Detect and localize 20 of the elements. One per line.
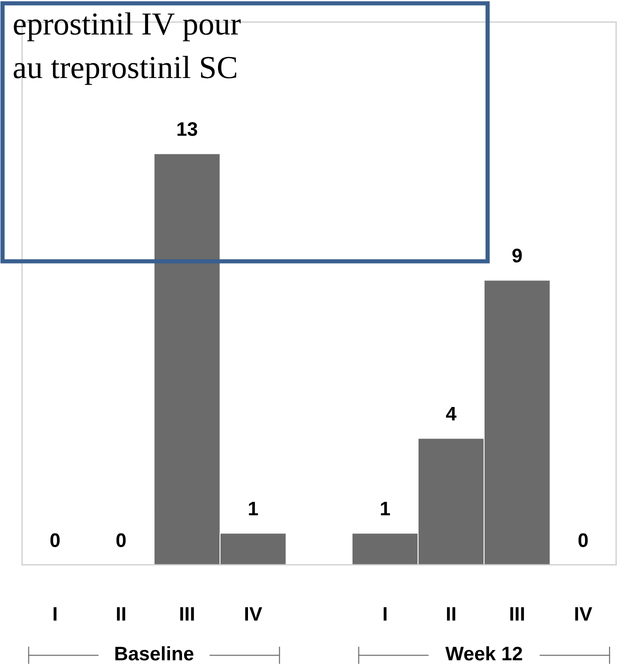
data-label: 1 bbox=[380, 502, 390, 516]
x-tick-label: IV bbox=[245, 607, 262, 621]
text: Baseline bbox=[115, 646, 194, 660]
x-tick-label: I bbox=[384, 607, 387, 621]
text: au treprostinil SC bbox=[14, 56, 236, 85]
text: eprostinil IV pour bbox=[14, 12, 241, 42]
x-tick-label: III bbox=[180, 607, 194, 621]
x-tick-label: III bbox=[510, 607, 524, 621]
data-label: 1 bbox=[248, 502, 258, 516]
x-tick-label: II bbox=[447, 607, 456, 621]
text: Week 12 bbox=[445, 646, 522, 660]
data-label: 13 bbox=[177, 122, 198, 136]
data-label: 4 bbox=[446, 407, 456, 420]
x-tick-label: I bbox=[54, 607, 56, 621]
data-label: 9 bbox=[512, 248, 522, 262]
x-tick-label: II bbox=[116, 607, 126, 621]
data-label: 0 bbox=[578, 533, 588, 548]
data-label: 0 bbox=[116, 533, 126, 548]
x-tick-label: IV bbox=[575, 607, 592, 621]
data-label: 0 bbox=[50, 533, 60, 548]
